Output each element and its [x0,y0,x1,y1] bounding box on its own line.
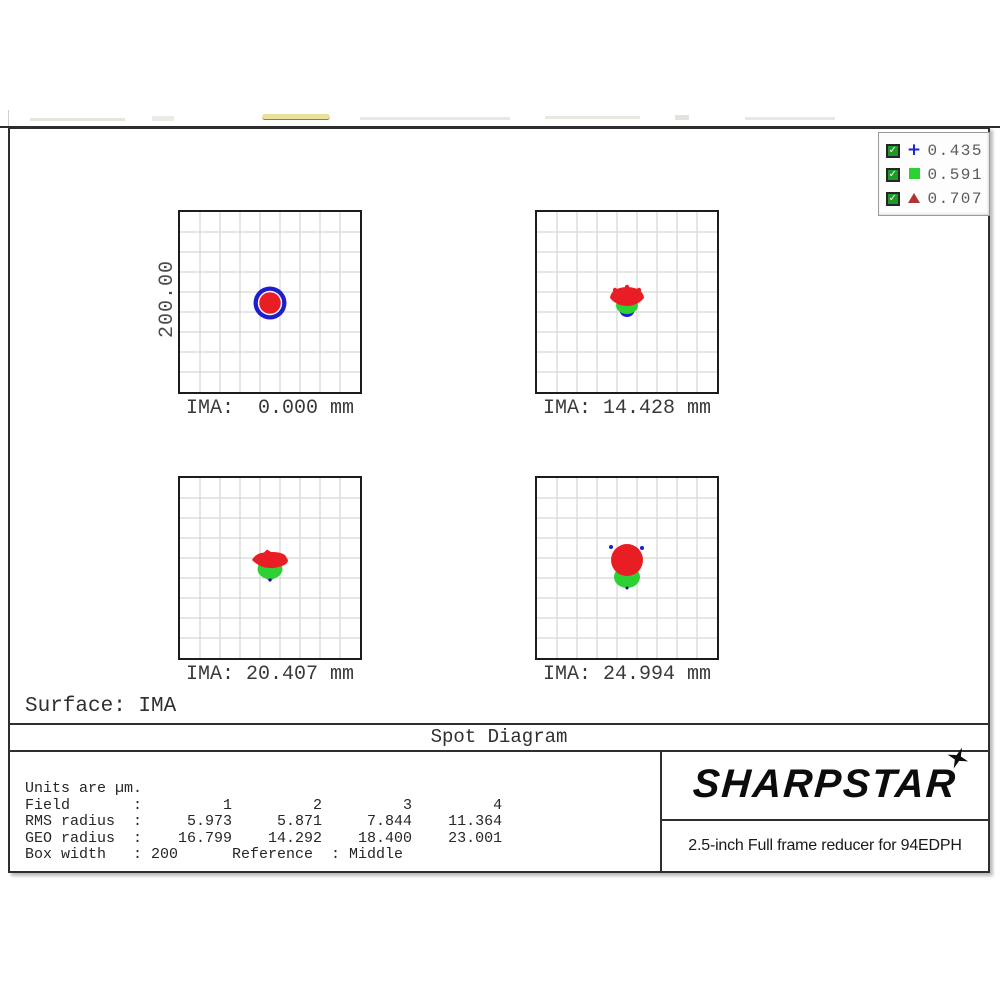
table-logo-divider [660,750,662,871]
square-marker-icon [908,168,920,179]
toolbar-artifact-highlight [262,114,330,120]
separator-line [10,723,988,725]
sharpstar-logo: SHARPSTAR [691,747,969,807]
brand-logo-area: SHARPSTAR [662,747,988,819]
spot-plot-field-3 [180,478,360,658]
spot-plot-field-2 [537,212,717,392]
checkbox-icon[interactable]: ✓ [886,144,900,158]
triangle-marker-icon [908,193,920,203]
toolbar-artifact [675,115,689,120]
legend-row-wavelength-2: ✓ 0.591 [886,163,983,187]
spot-plot-field-4 [537,478,717,658]
spot-table: Units are µm. Field : 1 2 3 4 RMS radius… [25,780,503,864]
plus-marker-icon: + [906,140,922,160]
star-sparkle-icon [947,747,969,769]
ima-label-field-3: IMA: 20.407 mm [185,663,355,686]
checkbox-icon[interactable]: ✓ [886,168,900,182]
spot-panel-field-1 [178,210,362,394]
legend-row-wavelength-1: ✓ + 0.435 [886,139,983,163]
spot-panel-field-4 [535,476,719,660]
product-tagline: 2.5-inch Full frame reducer for 94EDPH [688,836,962,854]
toolbar-artifact [545,116,640,119]
spot-diagram-window: ✓ + 0.435 ✓ 0.591 ✓ 0.707 200.00 IMA: 0.… [8,127,990,873]
checkbox-icon[interactable]: ✓ [886,192,900,206]
separator-line [10,750,988,752]
ima-label-field-4: IMA: 24.994 mm [542,663,712,686]
toolbar-artifact [30,118,125,121]
ima-label-field-1: IMA: 0.000 mm [185,397,355,420]
brand-tagline-area: 2.5-inch Full frame reducer for 94EDPH [662,821,988,870]
spot-panel-field-3 [178,476,362,660]
surface-label: Surface: IMA [25,695,177,718]
window-edge [8,110,9,127]
toolbar-artifact [745,117,835,120]
ima-label-field-2: IMA: 14.428 mm [542,397,712,420]
diagram-title: Spot Diagram [430,726,568,748]
legend-wavelength-value: 0.707 [927,190,983,208]
scale-bar-label: 200.00 [156,260,179,339]
legend-wavelength-value: 0.591 [927,166,983,184]
spot-panel-field-2 [535,210,719,394]
spot-plot-field-1 [180,212,360,392]
toolbar-artifact [152,116,174,121]
legend-wavelength-value: 0.435 [927,142,983,160]
toolbar-artifact [360,117,510,120]
wavelength-legend: ✓ + 0.435 ✓ 0.591 ✓ 0.707 [878,132,990,216]
legend-row-wavelength-3: ✓ 0.707 [886,187,983,211]
brand-divider-line [660,819,988,821]
